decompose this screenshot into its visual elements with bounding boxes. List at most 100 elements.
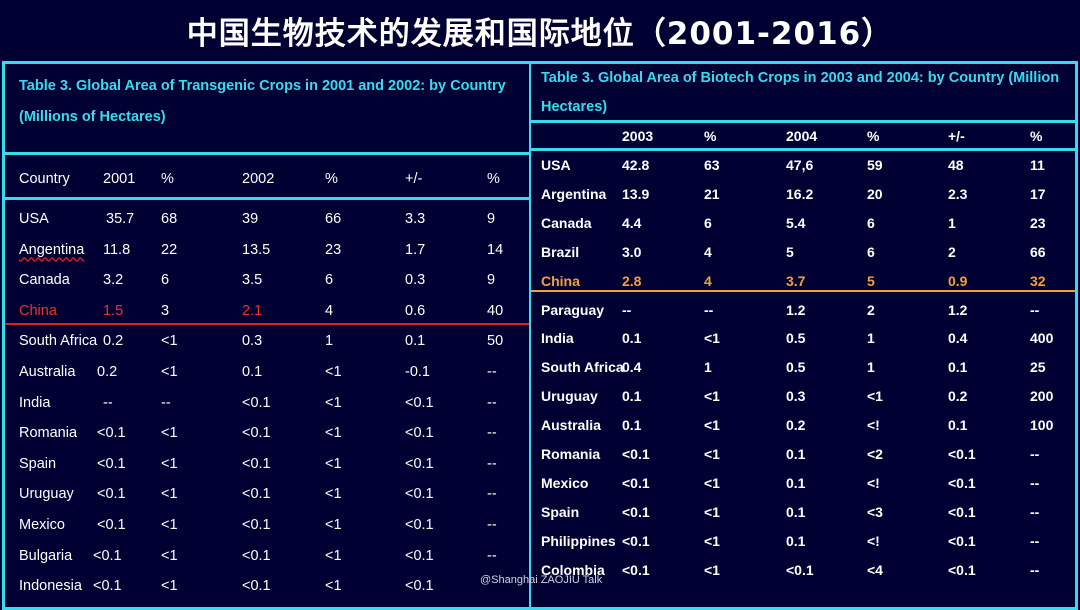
table-caption-line1: Table 3. Global Area of Biotech Crops in… [541, 70, 1060, 86]
country-cell: Australia [541, 417, 601, 434]
table-caption-line1: Table 3. Global Area of Transgenic Crops… [19, 78, 506, 94]
value-cell: 1.2 [948, 301, 968, 318]
country-cell: Colombia [541, 561, 605, 578]
value-cell: 0.1 [242, 364, 263, 380]
value-cell: 5 [867, 272, 875, 289]
value-cell: 5 [786, 243, 794, 260]
table-row: Mexico <0.1 <1 0.1 <! <0.1 -- [531, 471, 1075, 495]
column-header: 2001 [103, 171, 136, 187]
value-cell: 0.5 [786, 359, 806, 376]
value-cell: 11.8 [103, 241, 131, 258]
value-cell: 3.0 [622, 243, 642, 260]
value-cell: 1 [867, 359, 875, 376]
value-cell: 68 [161, 211, 178, 227]
country-cell: Australia [19, 364, 76, 380]
value-cell: <1 [704, 474, 720, 491]
value-cell: 9 [487, 272, 496, 289]
value-cell: 11 [1030, 157, 1045, 173]
value-cell: <3 [867, 503, 883, 520]
value-cell: 21 [704, 185, 720, 202]
value-cell: 3.7 [786, 272, 806, 289]
value-cell: 6 [325, 272, 334, 289]
value-cell: <1 [161, 517, 178, 533]
value-cell: <! [867, 417, 880, 434]
value-cell: -- [1030, 474, 1040, 491]
value-cell: 3.2 [103, 272, 124, 289]
country-cell: Canada [541, 214, 592, 231]
table-2001-2002: Table 3. Global Area of Transgenic Crops… [2, 61, 531, 610]
value-cell: <1 [325, 425, 342, 442]
column-header: % [325, 171, 338, 187]
value-cell: <4 [867, 561, 883, 578]
value-cell: 35.7 [106, 211, 135, 227]
value-cell: 25 [1030, 359, 1046, 376]
country-cell: Spain [541, 503, 580, 520]
table-row: Bulgaria <0.1 <1 <0.1 <1 <0.1 -- [5, 544, 529, 568]
table-caption-line2: (Millions of Hectares) [19, 109, 166, 125]
value-cell: 47,6 [786, 157, 814, 173]
country-cell: China [19, 302, 57, 319]
table-row: Paraguay -- -- 1.2 2 1.2 -- [531, 298, 1075, 322]
column-header: % [704, 128, 717, 144]
column-header: % [161, 171, 174, 187]
value-cell: <0.1 [242, 578, 271, 595]
value-cell: 1 [867, 330, 875, 347]
table-row: India 0.1 <1 0.5 1 0.4 400 [531, 326, 1075, 350]
value-cell: <1 [704, 388, 720, 405]
value-cell: <1 [161, 486, 178, 503]
value-cell: 42.8 [622, 157, 650, 173]
value-cell: 3.5 [242, 272, 263, 289]
table-2003-2004: Table 3. Global Area of Biotech Crops in… [529, 61, 1078, 610]
table-row: Mexico <0.1 <1 <0.1 <1 <0.1 -- [5, 513, 529, 537]
value-cell: -- [487, 517, 497, 533]
value-cell: <1 [161, 547, 178, 564]
country-cell: Philippines [541, 532, 616, 549]
value-cell: 0.2 [948, 388, 968, 405]
value-cell: 0.1 [948, 359, 968, 376]
value-cell: -- [487, 364, 497, 380]
value-cell: 2.8 [622, 272, 642, 289]
value-cell: 16.2 [786, 185, 814, 202]
value-cell: 1.7 [405, 241, 426, 258]
value-cell: 4 [325, 302, 334, 319]
value-cell: -- [1030, 532, 1040, 549]
country-cell: Uruguay [19, 486, 74, 503]
value-cell: <0.1 [242, 547, 271, 564]
country-cell: China [541, 272, 580, 289]
table-row: USA 42.8 63 47,6 59 48 11 [531, 153, 1075, 177]
table-row: Argentina 13.9 21 16.2 20 2.3 17 [531, 182, 1075, 206]
column-header: +/- [405, 171, 423, 187]
value-cell: -0.1 [405, 364, 430, 380]
value-cell: <0.1 [405, 578, 434, 595]
value-cell: 13.9 [622, 185, 650, 202]
table-row: Uruguay 0.1 <1 0.3 <1 0.2 200 [531, 384, 1075, 408]
value-cell: 0.4 [622, 359, 642, 376]
value-cell: 6 [867, 214, 875, 231]
value-cell: <0.1 [242, 455, 271, 472]
value-cell: 9 [487, 211, 496, 227]
value-cell: 4.4 [622, 214, 642, 231]
table-row: China 1.5 3 2.1 4 0.6 40 [5, 299, 529, 323]
value-cell: 39 [242, 211, 259, 227]
value-cell: <0.1 [948, 474, 976, 491]
value-cell: 1.5 [103, 302, 124, 319]
country-cell: Angentina [19, 241, 85, 258]
value-cell: 3.3 [405, 211, 426, 227]
value-cell: 1 [325, 333, 334, 350]
value-cell: 4 [704, 243, 712, 260]
value-cell: 2.1 [242, 302, 263, 319]
value-cell: -- [161, 394, 171, 411]
country-cell: Argentina [541, 185, 607, 202]
value-cell: 1 [948, 214, 956, 231]
value-cell: <1 [704, 532, 720, 549]
table-row: Australia 0.1 <1 0.2 <! 0.1 100 [531, 413, 1075, 437]
country-cell: Romania [541, 446, 601, 462]
value-cell: <0.1 [242, 394, 271, 411]
table-row: Romania <0.1 <1 <0.1 <1 <0.1 -- [5, 421, 529, 445]
value-cell: 5.4 [786, 214, 806, 231]
value-cell: 1 [704, 359, 712, 376]
value-cell: <1 [161, 455, 178, 472]
value-cell: 50 [487, 333, 504, 350]
table-header-row: 2003% 2004% +/-% [531, 124, 1075, 148]
table-row: Spain <0.1 <1 0.1 <3 <0.1 -- [531, 500, 1075, 524]
